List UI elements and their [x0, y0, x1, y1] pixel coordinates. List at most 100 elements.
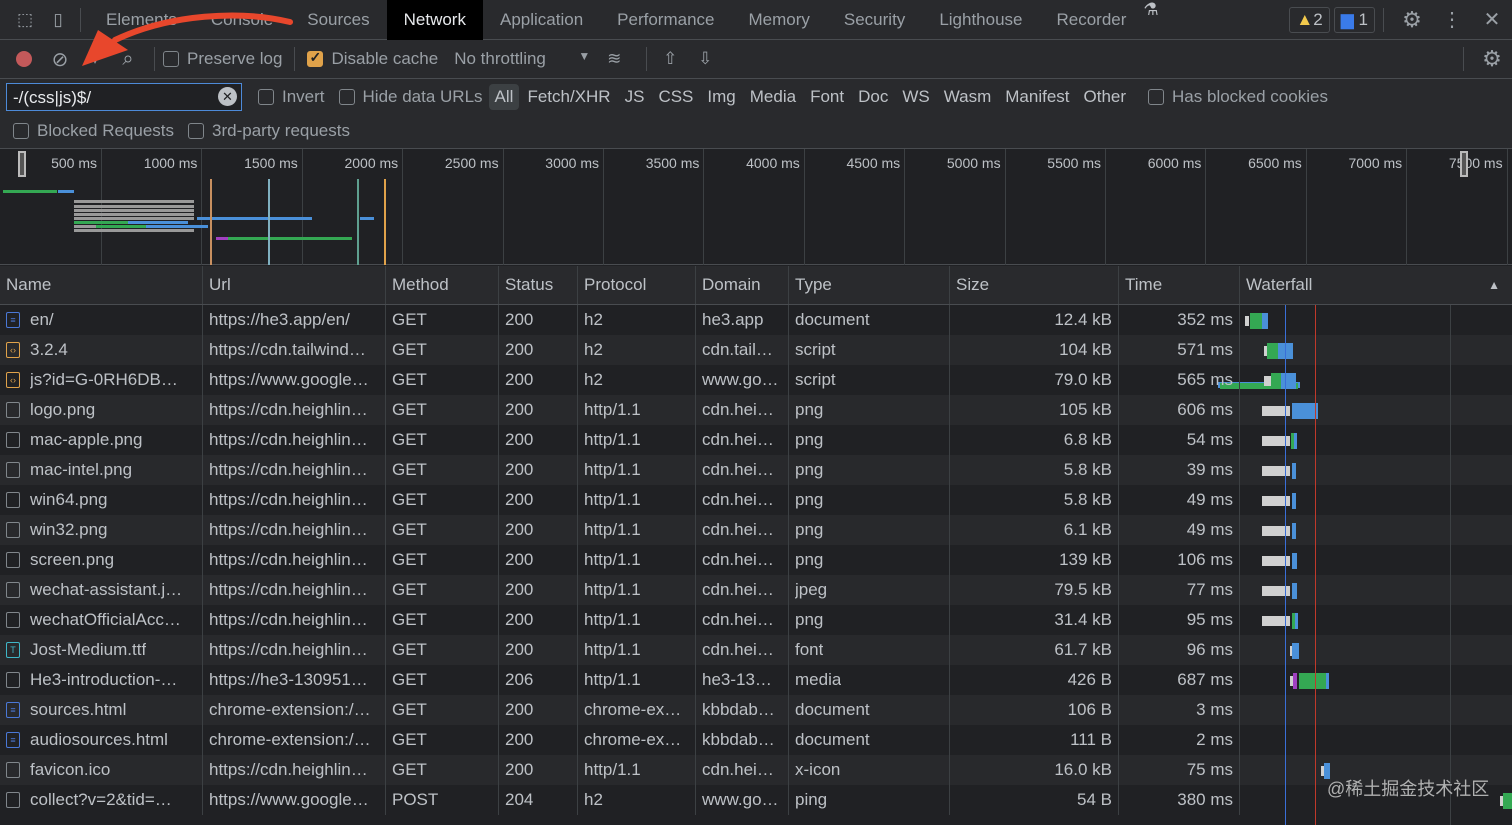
messages-badge[interactable]: ▆ 1: [1333, 6, 1375, 33]
cell-name: He3-introduction-…: [0, 665, 203, 695]
warnings-badge[interactable]: ▲2: [1289, 6, 1330, 33]
more-options-icon[interactable]: ⋮: [1442, 9, 1462, 31]
search-icon[interactable]: ⌕: [122, 47, 134, 70]
export-har-icon[interactable]: ⇩: [698, 49, 713, 68]
tab-memory[interactable]: Memory: [748, 9, 810, 29]
sort-ascending-icon[interactable]: ▲: [1488, 278, 1500, 292]
tab-lighthouse[interactable]: Lighthouse: [939, 9, 1023, 29]
filter-type-ws[interactable]: WS: [902, 86, 930, 106]
table-row[interactable]: ≡ en/https://he3.app/en/GET 200 h2 he3.app do…: [0, 305, 1512, 335]
filter-type-font[interactable]: Font: [810, 86, 845, 106]
cell-url: https://cdn.heighlin…: [203, 755, 386, 785]
third-party-requests-checkbox[interactable]: 3rd-party requests: [188, 121, 350, 141]
cell-domain: cdn.hei…: [696, 395, 789, 425]
table-row[interactable]: favicon.ico https://cdn.heighlin… GET 200 ht…: [0, 755, 1512, 785]
cell-method: GET: [386, 515, 499, 545]
cell-name: ‹› js?id=G-0RH6DB…: [0, 365, 203, 395]
table-row[interactable]: win64.png https://cdn.heighlin… GET 200 http…: [0, 485, 1512, 515]
table-row[interactable]: ≡ sources.html chrome-extension:/… GET 200 ch…: [0, 695, 1512, 725]
table-row[interactable]: collect?v=2&tid=… https://www.google… POST…: [0, 785, 1512, 815]
table-row[interactable]: mac-apple.png https://cdn.heighlin… GET 200…: [0, 425, 1512, 455]
table-row[interactable]: wechatOfficialAcc… https://cdn.heighlin… G…: [0, 605, 1512, 635]
cell-size: 5.8 kB: [950, 455, 1119, 485]
tab-console[interactable]: Console: [210, 9, 274, 29]
table-row[interactable]: wechat-assistant.j… https://cdn.heighlin……: [0, 575, 1512, 605]
filter-type-doc[interactable]: Doc: [858, 86, 889, 106]
column-header-method[interactable]: Method: [386, 266, 499, 304]
cell-waterfall: [1240, 485, 1512, 515]
clear-icon[interactable]: ⊘: [51, 48, 69, 71]
table-row[interactable]: logo.png https://cdn.heighlin… GET 200 http/…: [0, 395, 1512, 425]
tab-application[interactable]: Application: [499, 9, 584, 29]
table-row[interactable]: ‹› 3.2.4 https://cdn.tailwind… GET 200 h2 cdn.…: [0, 335, 1512, 365]
record-button[interactable]: [16, 51, 32, 67]
preserve-log-checkbox[interactable]: Preserve log: [163, 49, 282, 69]
invert-checkbox[interactable]: Invert: [258, 87, 325, 107]
tab-network[interactable]: Network: [386, 0, 483, 40]
column-header-type[interactable]: Type: [789, 266, 950, 304]
overview-gridline: [1506, 149, 1508, 265]
cell-domain: cdn.hei…: [696, 485, 789, 515]
filter-icon[interactable]: ▾: [90, 49, 100, 68]
waterfall-bar: [1293, 673, 1297, 689]
device-toolbar-icon[interactable]: ▯: [53, 9, 63, 29]
experimental-flask-icon: ⚗: [1143, 0, 1159, 19]
cell-time: 95 ms: [1119, 605, 1240, 635]
clear-filter-icon[interactable]: ✕: [218, 87, 237, 106]
cell-url: https://cdn.heighlin…: [203, 395, 386, 425]
network-overview-timeline[interactable]: 500 ms 1000 ms 1500 ms 2000 ms 2500 ms 3000 m…: [0, 149, 1512, 389]
column-header-status[interactable]: Status: [499, 266, 578, 304]
filter-input[interactable]: -/(css|js)$/✕: [6, 83, 242, 111]
column-header-size[interactable]: Size: [950, 266, 1119, 304]
overview-range-handle[interactable]: [18, 151, 26, 177]
close-icon[interactable]: ✕: [1483, 9, 1501, 31]
filter-type-all[interactable]: All: [488, 83, 520, 110]
column-header-domain[interactable]: Domain: [696, 266, 789, 304]
throttling-select[interactable]: No throttling ▼: [454, 49, 591, 68]
column-header-protocol[interactable]: Protocol: [578, 266, 696, 304]
tab-recorder[interactable]: Recorder: [1056, 9, 1127, 29]
blocked-requests-checkbox[interactable]: Blocked Requests: [13, 121, 174, 141]
filter-type-media[interactable]: Media: [749, 86, 797, 106]
network-conditions-icon[interactable]: ≋: [607, 49, 622, 68]
table-row[interactable]: mac-intel.png https://cdn.heighlin… GET 200…: [0, 455, 1512, 485]
tab-performance[interactable]: Performance: [617, 9, 715, 29]
filter-type-img[interactable]: Img: [707, 86, 736, 106]
img-file-icon: [6, 432, 20, 448]
table-row[interactable]: screen.png https://cdn.heighlin… GET 200 htt…: [0, 545, 1512, 575]
network-settings-gear-icon[interactable]: ⚙: [1482, 46, 1502, 71]
other-file-icon: [6, 672, 20, 688]
table-row[interactable]: T Jost-Medium.ttf https://cdn.heighlin… GET…: [0, 635, 1512, 665]
tab-sources[interactable]: Sources: [307, 9, 370, 29]
overview-range-handle[interactable]: [1460, 151, 1468, 177]
settings-gear-icon[interactable]: ⚙: [1402, 6, 1422, 32]
cell-status: 200: [499, 605, 578, 635]
filter-type-js[interactable]: JS: [624, 86, 645, 106]
table-row[interactable]: win32.png https://cdn.heighlin… GET 200 http…: [0, 515, 1512, 545]
table-row[interactable]: ‹› js?id=G-0RH6DB… https://www.google… GET 2…: [0, 365, 1512, 395]
column-header-name[interactable]: Name: [0, 266, 203, 304]
filter-type-css[interactable]: CSS: [658, 86, 694, 106]
cell-size: 54 B: [950, 785, 1119, 815]
tab-elements[interactable]: Elements: [106, 9, 177, 29]
column-header-url[interactable]: Url: [203, 266, 386, 304]
cell-time: 380 ms: [1119, 785, 1240, 815]
table-row[interactable]: ≡ audiosources.html chrome-extension:/… GET…: [0, 725, 1512, 755]
has-blocked-cookies-checkbox[interactable]: Has blocked cookies: [1148, 87, 1328, 107]
filter-type-manifest[interactable]: Manifest: [1005, 86, 1070, 106]
hide-data-urls-checkbox[interactable]: Hide data URLs: [338, 87, 483, 107]
column-header-time[interactable]: Time: [1119, 266, 1240, 304]
cell-name: wechat-assistant.j…: [0, 575, 203, 605]
disable-cache-checkbox[interactable]: Disable cache: [307, 49, 438, 69]
column-header-waterfall[interactable]: Waterfall ▲: [1246, 275, 1500, 294]
table-row[interactable]: He3-introduction-… https://he3-130951… GET…: [0, 665, 1512, 695]
import-har-icon[interactable]: ⇧: [663, 49, 678, 68]
inspect-element-icon[interactable]: ⬚: [16, 9, 34, 29]
waterfall-bar: [1292, 553, 1297, 569]
cell-waterfall: [1240, 305, 1512, 335]
filter-type-wasm[interactable]: Wasm: [943, 86, 992, 106]
tab-security[interactable]: Security: [843, 9, 906, 29]
filter-type-other[interactable]: Other: [1083, 86, 1127, 106]
filter-type-fetch-xhr[interactable]: Fetch/XHR: [527, 86, 611, 106]
overview-gridline: [201, 149, 203, 265]
